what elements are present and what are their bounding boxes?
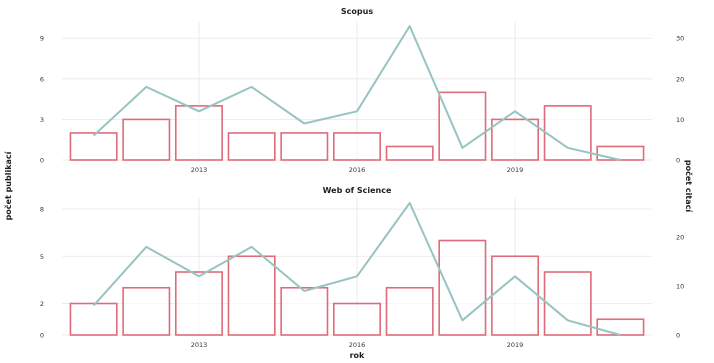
x-tick-label: 2019 xyxy=(507,341,524,349)
bar xyxy=(596,318,645,336)
x-tick-label: 2016 xyxy=(349,166,366,174)
bar xyxy=(333,132,381,161)
x-axis-title: rok xyxy=(350,351,365,360)
panel-title: Scopus xyxy=(341,7,373,16)
y-left-tick-label: 5 xyxy=(40,253,44,261)
bar xyxy=(122,118,171,161)
y-right-tick-label: 20 xyxy=(676,234,684,242)
bar xyxy=(491,118,540,161)
y-left-tick-label: 0 xyxy=(40,157,44,165)
y-right-tick-label: 30 xyxy=(676,35,684,43)
citation-line xyxy=(92,201,621,336)
y-left-tick-label: 2 xyxy=(40,300,44,308)
y-left-tick-label: 3 xyxy=(40,116,44,124)
bar xyxy=(333,302,381,336)
bar xyxy=(438,91,487,161)
x-tick-label: 2013 xyxy=(191,166,208,174)
bar xyxy=(122,286,171,336)
y-left-tick-label: 9 xyxy=(40,35,44,43)
panel-title: Web of Science xyxy=(323,186,392,195)
bar xyxy=(227,255,276,336)
bar xyxy=(596,145,645,161)
y-right-tick-label: 10 xyxy=(676,116,684,124)
y-right-tick-label: 10 xyxy=(676,283,684,291)
y-left-tick-label: 8 xyxy=(40,206,44,214)
bar xyxy=(174,105,223,161)
bar xyxy=(69,302,118,336)
y-right-tick-label: 0 xyxy=(676,157,680,165)
panel-0: Scopus 0 3 6 9 0 10 20 30 2013 2016 2019 xyxy=(40,7,684,174)
y-left-tick-label: 0 xyxy=(40,332,44,340)
bar xyxy=(280,132,329,161)
y-right-tick-label: 20 xyxy=(676,75,684,83)
bar xyxy=(385,145,434,161)
bar xyxy=(227,132,276,161)
bar xyxy=(280,286,329,336)
bar xyxy=(174,271,223,336)
x-tick-label: 2016 xyxy=(349,341,366,349)
citation-line xyxy=(92,25,621,161)
panel-1: Web of Science 0 2 5 8 0 10 20 2013 2016 2019 xyxy=(40,186,684,349)
y-axis-right-title: počet citací xyxy=(684,160,694,213)
x-tick-label: 2019 xyxy=(507,166,524,174)
x-tick-label: 2013 xyxy=(191,341,208,349)
bar xyxy=(491,255,540,336)
y-right-tick-label: 0 xyxy=(676,332,680,340)
bar xyxy=(69,132,118,161)
y-left-tick-label: 6 xyxy=(40,75,44,83)
y-axis-left-title: počet publikací xyxy=(3,150,13,220)
bar xyxy=(385,286,434,336)
